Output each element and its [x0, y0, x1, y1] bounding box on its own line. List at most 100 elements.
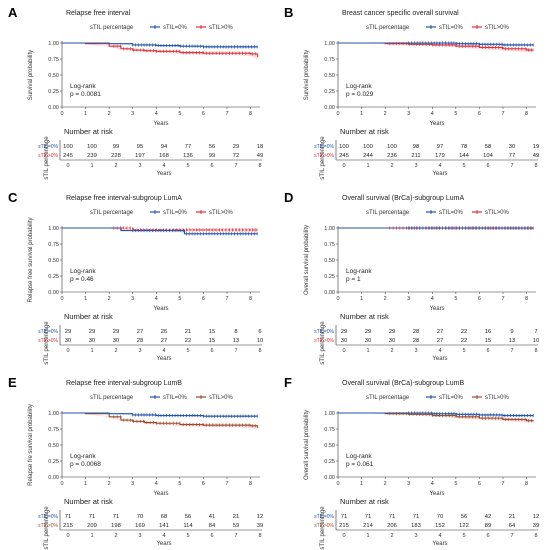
risk-cell: 12 [533, 514, 539, 520]
x-tick-label: 0 [336, 111, 339, 117]
risk-cell: 122 [459, 523, 469, 529]
panel-b: B Breast cancer specific overall survival… [284, 5, 539, 180]
risk-cell: 97 [437, 144, 443, 150]
risk-x-tick-label: 6 [210, 163, 213, 169]
risk-cell: 13 [509, 338, 515, 344]
risk-row-label-stil0: sTIL=0% [314, 329, 334, 335]
risk-cell: 100 [363, 144, 373, 150]
legend-title: sTIL percentage [90, 395, 134, 401]
legend-title: sTIL percentage [90, 210, 134, 216]
x-tick-label: 0 [60, 481, 63, 487]
x-axis-label: Years [429, 491, 444, 497]
risk-cell: 99 [113, 144, 119, 150]
x-tick-label: 5 [454, 296, 457, 302]
legend-label-stil0: sTIL=0% [163, 25, 188, 31]
risk-cell: 56 [209, 144, 215, 150]
logrank-pvalue: p = 1 [346, 276, 361, 283]
risk-row-label-stil0: sTIL=0% [314, 144, 334, 150]
x-tick-label: 8 [525, 296, 528, 302]
risk-cell: 39 [533, 523, 539, 529]
logrank-pvalue: p = 0.061 [346, 461, 374, 468]
risk-table-title: Number at risk [64, 312, 113, 321]
risk-cell: 30 [341, 338, 347, 344]
x-tick-label: 4 [431, 296, 434, 302]
y-tick-label: 0.50 [48, 443, 59, 449]
logrank-label: Log-rank [70, 83, 96, 90]
logrank-pvalue: p = 0.0068 [70, 461, 101, 468]
risk-cell: 71 [365, 514, 371, 520]
risk-cell: 211 [411, 153, 420, 159]
risk-cell: 100 [63, 144, 73, 150]
risk-x-tick-label: 7 [234, 533, 237, 539]
risk-cell: 136 [183, 153, 193, 159]
risk-x-tick-label: 2 [390, 348, 393, 354]
panel-title: Overall survival (BrCa)-subgroup LumB [342, 380, 464, 387]
x-tick-label: 7 [225, 481, 228, 487]
y-axis-label: Survival probability [304, 50, 310, 100]
panel-letter: D [284, 190, 293, 205]
x-tick-label: 3 [131, 481, 134, 487]
risk-x-tick-label: 0 [342, 163, 345, 169]
risk-cell: 94 [161, 144, 168, 150]
x-tick-label: 3 [131, 111, 134, 117]
legend-label-stilpos: sTIL>0% [485, 25, 510, 31]
logrank-pvalue: p = 0.0081 [70, 91, 101, 98]
x-tick-label: 1 [360, 481, 363, 487]
risk-cell: 27 [161, 338, 167, 344]
y-tick-label: 0.75 [324, 427, 335, 433]
y-axis-label: Relapse fre survival probability [28, 404, 34, 486]
risk-x-tick-label: 4 [162, 163, 165, 169]
y-tick-label: 0.00 [324, 290, 335, 296]
y-tick-label: 0.00 [48, 105, 59, 111]
risk-cell: 152 [435, 523, 445, 529]
risk-cell: 100 [387, 144, 397, 150]
logrank-label: Log-rank [346, 268, 372, 275]
risk-cell: 8 [234, 329, 237, 335]
x-tick-label: 0 [336, 296, 339, 302]
risk-x-axis-label: Years [156, 171, 171, 177]
panel-title: Relapse free interval-subgroup LumB [66, 380, 182, 387]
risk-cell: 100 [87, 144, 97, 150]
risk-cell: 29 [113, 329, 119, 335]
risk-cell: 228 [111, 153, 121, 159]
y-tick-label: 0.75 [324, 242, 335, 248]
y-tick-label: 0.25 [324, 89, 335, 95]
risk-x-tick-label: 5 [186, 348, 189, 354]
y-tick-label: 1.00 [48, 411, 59, 417]
risk-x-tick-label: 0 [342, 348, 345, 354]
y-tick-label: 0.75 [48, 57, 59, 63]
risk-cell: 28 [413, 338, 419, 344]
risk-table-ylabel: sTIL percentage [320, 136, 326, 180]
x-tick-label: 7 [225, 111, 228, 117]
risk-cell: 19 [533, 144, 539, 150]
ci-band-stil0 [338, 413, 534, 417]
risk-row-label-stilpos: sTIL>0% [38, 523, 58, 529]
x-tick-label: 3 [131, 296, 134, 302]
risk-row-label-stilpos: sTIL>0% [314, 523, 334, 529]
x-tick-label: 6 [202, 296, 205, 302]
risk-x-tick-label: 7 [234, 163, 237, 169]
y-tick-label: 1.00 [48, 41, 59, 47]
risk-cell: 30 [509, 144, 515, 150]
y-axis-label: Overall survival probability [304, 410, 310, 480]
y-tick-label: 0.75 [324, 57, 335, 63]
risk-x-tick-label: 3 [414, 163, 417, 169]
x-tick-label: 6 [202, 111, 205, 117]
x-tick-label: 5 [178, 111, 181, 117]
risk-cell: 22 [461, 329, 467, 335]
x-tick-label: 6 [478, 481, 481, 487]
x-tick-label: 1 [84, 111, 87, 117]
risk-x-tick-label: 3 [138, 533, 141, 539]
risk-x-tick-label: 4 [438, 533, 441, 539]
y-tick-label: 0.00 [324, 475, 335, 481]
risk-cell: 71 [65, 514, 71, 520]
x-tick-label: 2 [108, 111, 111, 117]
risk-cell: 70 [437, 514, 443, 520]
risk-x-tick-label: 6 [210, 348, 213, 354]
risk-x-tick-label: 3 [138, 348, 141, 354]
legend-label-stilpos: sTIL>0% [209, 25, 234, 31]
x-tick-label: 4 [155, 296, 158, 302]
legend-title: sTIL percentage [366, 395, 410, 401]
risk-cell: 68 [161, 514, 167, 520]
